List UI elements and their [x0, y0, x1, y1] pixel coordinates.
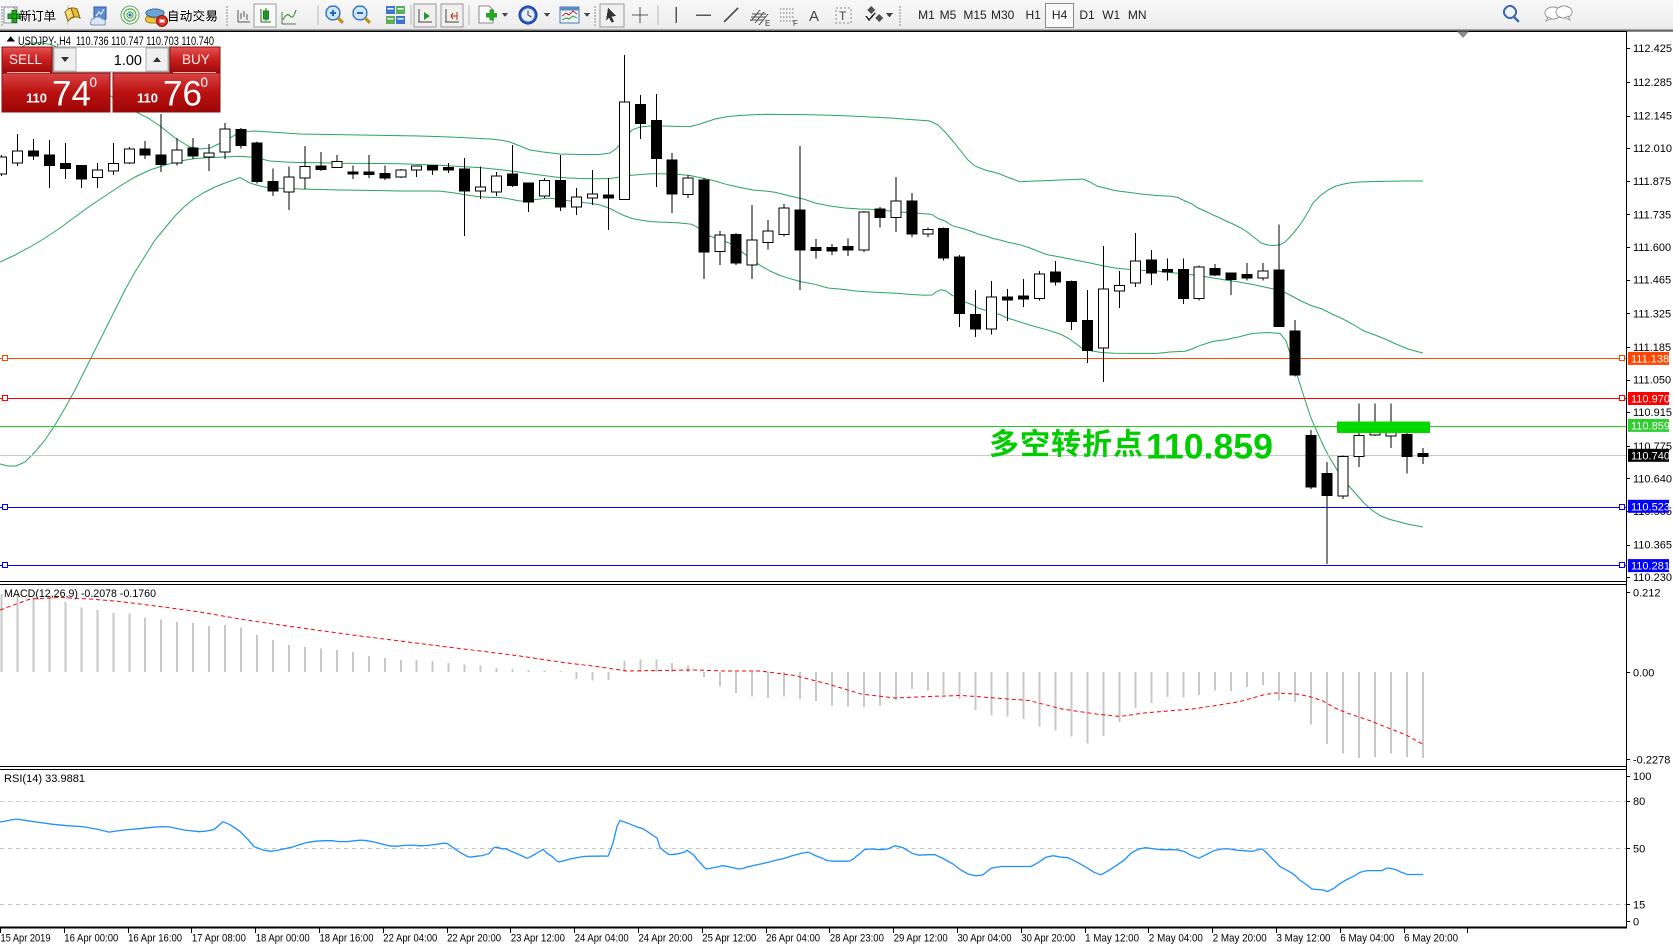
svg-text:15: 15: [1633, 900, 1645, 912]
svg-text:111.185: 111.185: [1633, 342, 1671, 354]
svg-text:0: 0: [90, 75, 98, 90]
svg-text:M1: M1: [918, 8, 935, 22]
svg-text:110.970: 110.970: [1631, 394, 1670, 406]
svg-text:17 Apr 08:00: 17 Apr 08:00: [192, 933, 246, 945]
svg-text:111.465: 111.465: [1633, 275, 1671, 287]
svg-text:3 May 12:00: 3 May 12:00: [1277, 933, 1331, 945]
svg-text:110.230: 110.230: [1633, 572, 1672, 584]
svg-text:24 Apr 20:00: 24 Apr 20:00: [639, 933, 693, 945]
svg-text:23 Apr 12:00: 23 Apr 12:00: [511, 933, 565, 945]
svg-text:26 Apr 04:00: 26 Apr 04:00: [766, 933, 820, 945]
svg-text:MN: MN: [1128, 8, 1147, 22]
svg-text:110: 110: [26, 91, 47, 106]
svg-text:112.145: 112.145: [1633, 111, 1672, 123]
svg-text:112.285: 112.285: [1633, 77, 1672, 89]
svg-text:SELL: SELL: [9, 52, 43, 67]
svg-text:F: F: [793, 19, 798, 28]
svg-text:22 Apr 04:00: 22 Apr 04:00: [383, 933, 437, 945]
svg-text:30 Apr 20:00: 30 Apr 20:00: [1021, 933, 1075, 945]
svg-text:18 Apr 00:00: 18 Apr 00:00: [256, 933, 310, 945]
svg-text:110: 110: [137, 91, 158, 106]
svg-text:76: 76: [163, 75, 202, 114]
svg-text:W1: W1: [1102, 8, 1120, 22]
svg-text:0: 0: [1633, 916, 1639, 928]
svg-text:110.915: 110.915: [1633, 407, 1672, 419]
svg-text:-0.2278: -0.2278: [1633, 754, 1670, 766]
svg-text:0.00: 0.00: [1633, 667, 1654, 679]
svg-text:16 Apr 16:00: 16 Apr 16:00: [128, 933, 182, 945]
svg-text:T: T: [839, 9, 847, 23]
svg-text:USDJPY-,H4 110.736 110.747 11: USDJPY-,H4 110.736 110.747 110.703 110.7…: [18, 36, 214, 48]
svg-text:112.425: 112.425: [1633, 43, 1672, 55]
svg-text:H4: H4: [1052, 8, 1068, 22]
svg-text:2 May 20:00: 2 May 20:00: [1213, 933, 1267, 945]
svg-text:22 Apr 20:00: 22 Apr 20:00: [447, 933, 501, 945]
svg-text:110.365: 110.365: [1633, 540, 1672, 552]
svg-text:MACD(12,26,9) -0.2078 -0.1760: MACD(12,26,9) -0.2078 -0.1760: [4, 588, 156, 600]
svg-text:111.875: 111.875: [1633, 176, 1671, 188]
svg-text:RSI(14) 33.9881: RSI(14) 33.9881: [4, 773, 85, 785]
svg-text:2 May 04:00: 2 May 04:00: [1149, 933, 1203, 945]
svg-text:28 Apr 23:00: 28 Apr 23:00: [830, 933, 884, 945]
svg-text:111.138: 111.138: [1631, 353, 1669, 365]
svg-text:111.325: 111.325: [1633, 308, 1671, 320]
svg-text:112.010: 112.010: [1633, 143, 1672, 155]
svg-text:0.212: 0.212: [1633, 587, 1661, 599]
svg-text:15 Apr 2019: 15 Apr 2019: [1, 933, 51, 945]
svg-text:M5: M5: [940, 8, 957, 22]
svg-text:1.00: 1.00: [114, 53, 142, 69]
svg-text:M30: M30: [991, 8, 1015, 22]
svg-text:M15: M15: [963, 8, 987, 22]
svg-text:110.859: 110.859: [1631, 420, 1670, 432]
svg-text:110.523: 110.523: [1631, 501, 1670, 513]
svg-text:0: 0: [201, 75, 209, 90]
svg-text:50: 50: [1633, 844, 1645, 856]
svg-text:110.281: 110.281: [1631, 561, 1670, 573]
svg-text:111.735: 111.735: [1633, 210, 1671, 222]
svg-text:80: 80: [1633, 796, 1645, 808]
svg-text:111.600: 111.600: [1633, 242, 1671, 254]
svg-text:H1: H1: [1026, 8, 1042, 22]
svg-text:74: 74: [52, 75, 91, 114]
svg-text:24 Apr 04:00: 24 Apr 04:00: [575, 933, 629, 945]
svg-text:110.740: 110.740: [1631, 450, 1670, 462]
svg-text:25 Apr 12:00: 25 Apr 12:00: [702, 933, 756, 945]
svg-text:BUY: BUY: [182, 52, 210, 67]
svg-text:1 May 12:00: 1 May 12:00: [1085, 933, 1139, 945]
svg-text:100: 100: [1633, 771, 1651, 783]
svg-text:6 May 04:00: 6 May 04:00: [1340, 933, 1394, 945]
svg-text:110.640: 110.640: [1633, 473, 1672, 485]
svg-text:110.859: 110.859: [1146, 428, 1273, 467]
svg-text:16 Apr 00:00: 16 Apr 00:00: [64, 933, 118, 945]
svg-text:D1: D1: [1079, 8, 1095, 22]
svg-text:30 Apr 04:00: 30 Apr 04:00: [958, 933, 1012, 945]
svg-text:A: A: [809, 8, 819, 25]
svg-text:18 Apr 16:00: 18 Apr 16:00: [320, 933, 374, 945]
svg-text:E: E: [765, 19, 770, 28]
svg-text:6 May 20:00: 6 May 20:00: [1404, 933, 1458, 945]
svg-text:29 Apr 12:00: 29 Apr 12:00: [894, 933, 948, 945]
svg-text:111.050: 111.050: [1633, 375, 1671, 387]
